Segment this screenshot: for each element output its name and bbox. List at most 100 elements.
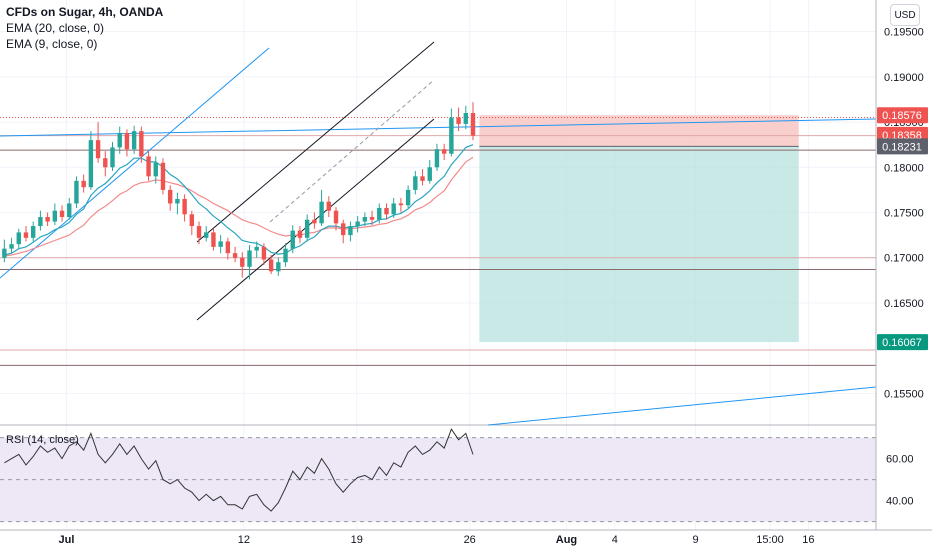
time-tick-label-1: 12 bbox=[238, 534, 250, 546]
candle-body-41 bbox=[297, 230, 303, 238]
candle-body-6 bbox=[45, 217, 50, 222]
candle-body-43 bbox=[312, 219, 317, 224]
price-tick-label-0: 0.19500 bbox=[884, 27, 924, 39]
candle-body-21 bbox=[153, 162, 158, 177]
time-tick-label-7: 15:00 bbox=[756, 534, 784, 546]
candle-body-37 bbox=[268, 259, 274, 272]
time-tick-label-6: 9 bbox=[692, 534, 698, 546]
candle-body-16 bbox=[117, 132, 122, 148]
candle-body-38 bbox=[276, 262, 281, 272]
time-tick-label-0: Jul bbox=[59, 534, 75, 546]
trend-drawings[interactable] bbox=[0, 41, 877, 426]
price-axis-bg bbox=[876, 0, 932, 550]
candle-body-65 bbox=[470, 113, 476, 136]
channel-median-line bbox=[269, 79, 435, 223]
blue-trendline-low bbox=[487, 386, 877, 426]
candle-body-18 bbox=[131, 131, 137, 150]
candle-body-0 bbox=[2, 248, 7, 258]
channel-upper-line bbox=[196, 41, 435, 243]
candle-body-33 bbox=[240, 257, 245, 267]
ema-9-label: EMA (9, close, 0) bbox=[6, 37, 98, 51]
candle-body-15 bbox=[110, 147, 115, 168]
candle-body-39 bbox=[283, 248, 288, 263]
time-tick-label-2: 19 bbox=[351, 534, 363, 546]
candle-body-3 bbox=[23, 232, 29, 238]
price-tick-label-6: 0.16500 bbox=[884, 298, 924, 310]
candle-body-61 bbox=[441, 149, 447, 154]
candle-body-28 bbox=[204, 232, 209, 238]
candle-body-8 bbox=[59, 210, 65, 218]
price-tick-label-5: 0.17000 bbox=[884, 253, 924, 265]
price-tick-label-7: 0.15500 bbox=[884, 388, 924, 400]
take-profit-zone bbox=[479, 146, 799, 343]
candle-body-56 bbox=[405, 189, 411, 206]
candle-body-53 bbox=[384, 207, 389, 215]
candle-body-42 bbox=[304, 219, 310, 238]
candle-body-13 bbox=[95, 140, 101, 159]
candle-body-52 bbox=[377, 207, 382, 220]
candle-body-49 bbox=[355, 221, 360, 227]
candle-body-11 bbox=[81, 180, 86, 188]
candle-body-29 bbox=[211, 232, 216, 247]
candles-layer bbox=[2, 102, 476, 280]
price-label-box-2 bbox=[877, 138, 928, 155]
blue-trendline-up bbox=[0, 47, 270, 279]
rsi-line-layer bbox=[4, 428, 474, 512]
candle-body-9 bbox=[67, 203, 72, 218]
candle-body-60 bbox=[434, 149, 440, 168]
ema-9-line bbox=[4, 144, 474, 256]
price-tick-label-4: 0.17500 bbox=[884, 208, 924, 220]
candle-body-19 bbox=[139, 131, 144, 157]
time-tick-label-5: 4 bbox=[612, 534, 618, 546]
candle-body-45 bbox=[326, 201, 332, 211]
time-tick-label-4: Aug bbox=[556, 534, 577, 546]
price-label-box-0 bbox=[877, 107, 928, 124]
ema-lines bbox=[4, 144, 474, 257]
candle-body-31 bbox=[225, 241, 231, 254]
candle-body-35 bbox=[254, 246, 259, 251]
candle-body-48 bbox=[348, 226, 353, 236]
candle-body-17 bbox=[124, 132, 130, 150]
candle-body-57 bbox=[413, 176, 418, 190]
candle-body-5 bbox=[38, 217, 43, 227]
candle-body-20 bbox=[146, 156, 151, 177]
channel-lower-line bbox=[196, 118, 435, 321]
candle-body-34 bbox=[247, 250, 252, 267]
stop-loss-zone bbox=[479, 115, 799, 147]
price-tick-label-3: 0.18000 bbox=[884, 162, 924, 174]
time-tick-label-3: 26 bbox=[464, 534, 476, 546]
candle-body-54 bbox=[391, 203, 396, 215]
candle-body-24 bbox=[175, 198, 180, 204]
candle-body-14 bbox=[103, 158, 108, 168]
candle-body-40 bbox=[290, 230, 295, 249]
time-axis-bg bbox=[0, 530, 932, 550]
price-tick-label-1: 0.19000 bbox=[884, 72, 924, 84]
candle-body-10 bbox=[74, 180, 79, 204]
candle-body-4 bbox=[30, 226, 36, 238]
rsi-tick-label-1: 40.00 bbox=[886, 496, 914, 508]
candle-body-32 bbox=[232, 253, 238, 258]
short-position-tool[interactable] bbox=[479, 115, 799, 343]
rsi-tick-label-0: 60.00 bbox=[886, 454, 914, 466]
currency-button[interactable]: USD bbox=[890, 4, 920, 26]
price-label-2: 0.18231 bbox=[882, 141, 922, 153]
price-label-3: 0.16067 bbox=[882, 337, 922, 349]
rsi-line bbox=[4, 428, 474, 512]
candle-body-30 bbox=[218, 241, 223, 247]
candle-body-44 bbox=[319, 201, 324, 224]
chart-legend: CFDs on Sugar, 4h, OANDA EMA (20, close,… bbox=[6, 4, 163, 52]
candle-body-58 bbox=[420, 176, 425, 181]
rsi-background bbox=[0, 424, 932, 523]
candle-body-7 bbox=[52, 210, 58, 222]
price-label-0: 0.18576 bbox=[882, 110, 922, 122]
candle-body-63 bbox=[456, 117, 461, 124]
candle-body-1 bbox=[9, 244, 14, 249]
candle-body-27 bbox=[196, 226, 202, 238]
candle-body-50 bbox=[362, 217, 368, 222]
symbol-title: CFDs on Sugar, 4h, OANDA bbox=[6, 5, 164, 19]
candle-body-64 bbox=[463, 113, 468, 124]
candle-body-23 bbox=[167, 189, 173, 204]
candle-body-36 bbox=[261, 246, 267, 260]
candle-body-26 bbox=[189, 214, 195, 227]
